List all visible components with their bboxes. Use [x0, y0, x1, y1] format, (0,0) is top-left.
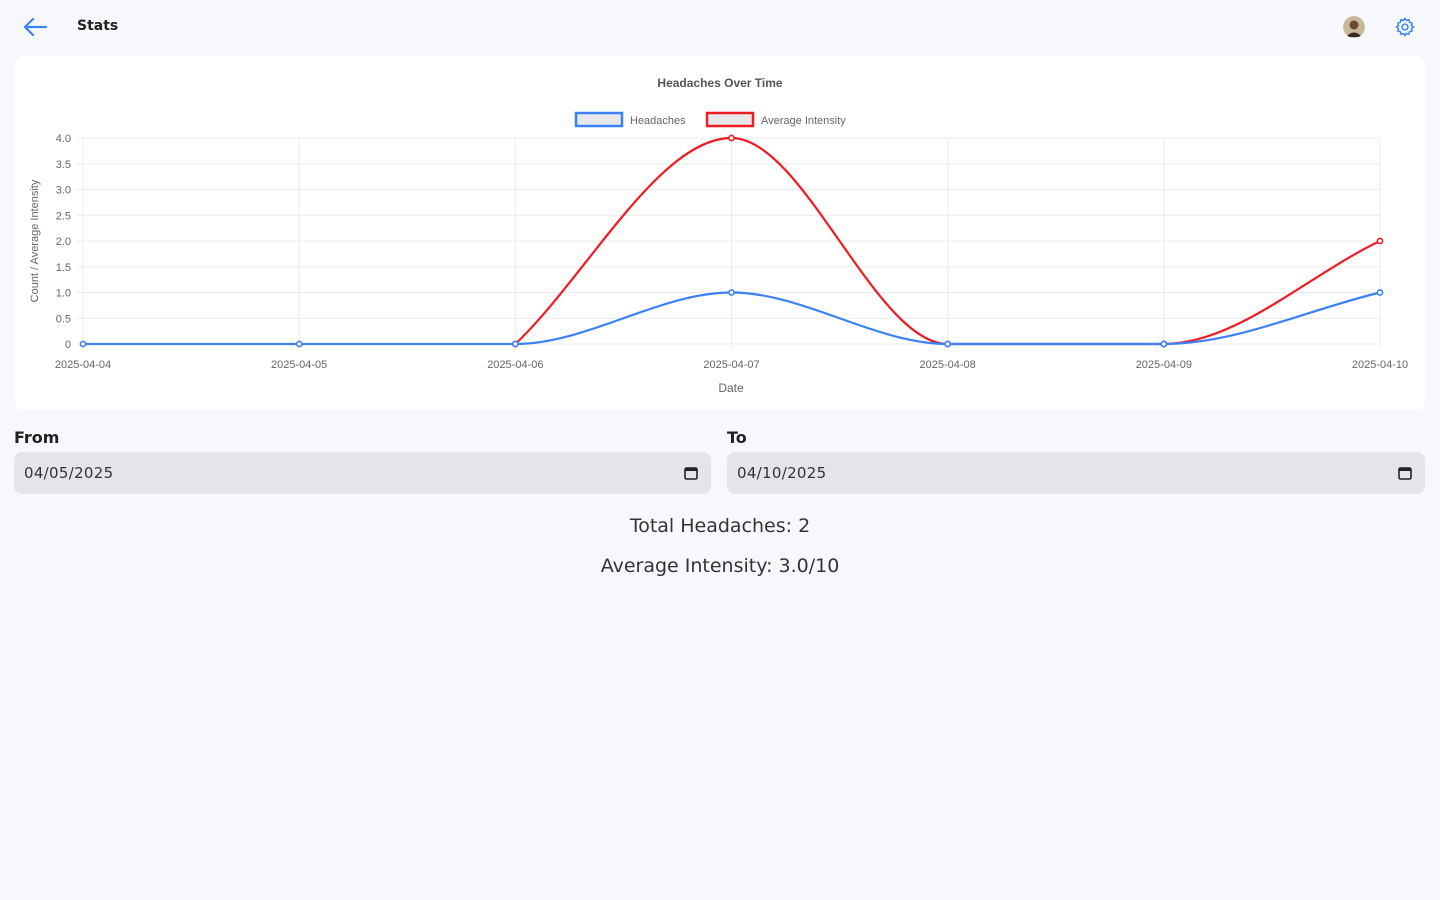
- x-axis-label: Date: [718, 381, 744, 395]
- legend-label: Average Intensity: [761, 115, 846, 127]
- series-headaches: [79, 289, 1384, 348]
- x-tick-label: 2025-04-04: [55, 359, 111, 371]
- y-axis-ticks: 0 0.5 1.0 1.5 2.0 2.5 3.0 3.5 4.0: [56, 133, 71, 351]
- y-tick-label: 1.0: [56, 288, 71, 300]
- x-tick-label: 2025-04-07: [703, 359, 759, 371]
- y-tick-label: 4.0: [56, 133, 71, 145]
- data-point[interactable]: [511, 340, 519, 348]
- average-intensity-label: Average Intensity:: [600, 555, 773, 577]
- y-tick-label: 1.5: [56, 262, 71, 274]
- legend-label: Headaches: [630, 115, 686, 127]
- data-point[interactable]: [1160, 340, 1168, 348]
- total-headaches-summary: Total Headaches: 2: [0, 515, 1440, 537]
- series-line: [514, 136, 1381, 346]
- page-title: Stats: [77, 18, 119, 34]
- data-point[interactable]: [728, 134, 735, 142]
- x-tick-label: 2025-04-10: [1352, 359, 1408, 371]
- average-intensity-summary: Average Intensity: 3.0/10: [0, 555, 1440, 577]
- y-tick-label: 3.0: [56, 185, 71, 197]
- legend-swatch: [574, 111, 624, 128]
- gear-icon: [1395, 17, 1415, 37]
- data-point[interactable]: [944, 340, 952, 348]
- x-tick-label: 2025-04-09: [1136, 359, 1192, 371]
- settings-button[interactable]: [1392, 14, 1418, 40]
- y-tick-label: 2.0: [56, 236, 71, 248]
- average-intensity-value: 3.0/10: [778, 555, 840, 577]
- arrow-left-icon: [23, 17, 48, 37]
- legend-item[interactable]: Average Intensity: [705, 111, 846, 128]
- total-headaches-label: Total Headaches:: [629, 515, 793, 537]
- x-tick-label: 2025-04-06: [487, 359, 543, 371]
- app-bar: Stats: [0, 0, 1440, 55]
- x-axis-ticks: 2025-04-04 2025-04-05 2025-04-06 2025-04-07…: [55, 359, 1408, 371]
- to-label: To: [727, 428, 747, 447]
- data-point[interactable]: [295, 340, 303, 348]
- total-headaches-value: 2: [798, 515, 811, 537]
- y-tick-label: 0: [65, 339, 71, 351]
- y-tick-label: 2.5: [56, 210, 71, 222]
- y-tick-label: 3.5: [56, 159, 71, 171]
- to-date-input[interactable]: 04/10/2025: [727, 452, 1425, 494]
- chart-grid: [77, 137, 1381, 350]
- back-button[interactable]: [18, 12, 52, 42]
- chart-legend: Headaches Average Intensity: [574, 111, 846, 128]
- calendar-icon[interactable]: [1397, 465, 1413, 481]
- data-point[interactable]: [728, 289, 735, 296]
- data-point[interactable]: [1376, 237, 1384, 245]
- from-date-value: 04/05/2025: [24, 464, 114, 482]
- legend-swatch: [705, 111, 755, 128]
- calendar-icon[interactable]: [683, 465, 699, 481]
- x-tick-label: 2025-04-05: [271, 359, 327, 371]
- from-date-input[interactable]: 04/05/2025: [14, 452, 711, 494]
- chart-card: Headaches Over Time Headaches Average Int…: [15, 56, 1425, 410]
- line-chart: Headaches Over Time Headaches Average Int…: [29, 76, 1408, 395]
- chart-series: [79, 134, 1384, 348]
- chart-title: Headaches Over Time: [657, 76, 783, 90]
- user-photo-icon: [1343, 16, 1365, 38]
- from-label: From: [14, 428, 60, 447]
- y-axis-label: Count / Average Intensity: [29, 179, 41, 302]
- data-point[interactable]: [79, 340, 87, 348]
- legend-item[interactable]: Headaches: [574, 111, 686, 128]
- avatar[interactable]: [1343, 16, 1365, 38]
- to-date-value: 04/10/2025: [737, 464, 827, 482]
- data-point[interactable]: [1376, 289, 1384, 296]
- y-tick-label: 0.5: [56, 313, 71, 325]
- x-tick-label: 2025-04-08: [920, 359, 976, 371]
